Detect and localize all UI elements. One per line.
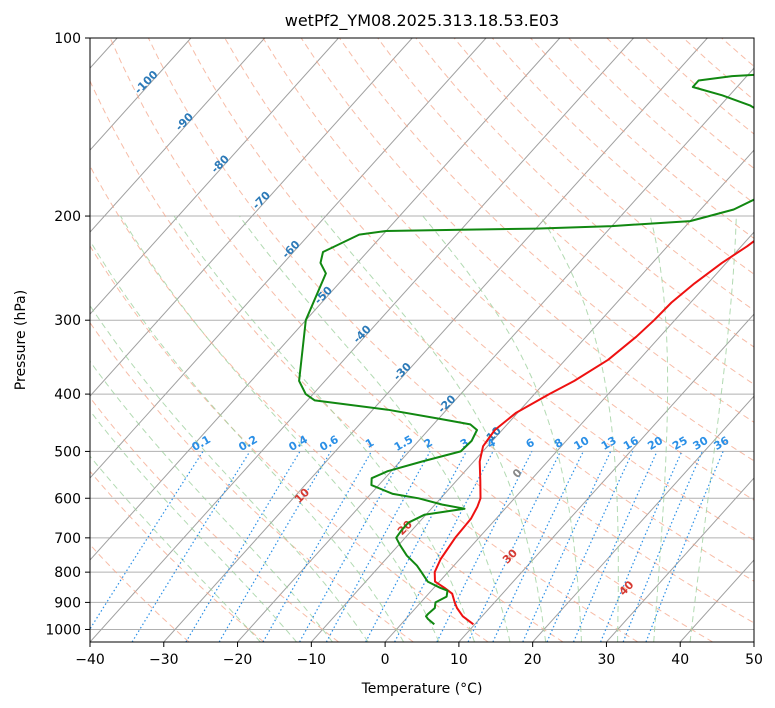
moist-adiabat-line: [90, 304, 369, 642]
dry-adiabat-line: [90, 544, 190, 642]
y-tick-label: 400: [54, 387, 81, 403]
y-tick-label: 500: [54, 444, 81, 460]
profile-series: [298, 73, 754, 626]
dry-adiabat-lines: [90, 38, 754, 642]
x-tick-label: 40: [671, 652, 689, 668]
x-tick-label: 30: [598, 652, 616, 668]
isotherm-line: [90, 38, 634, 642]
y-tick-label: 600: [54, 491, 81, 507]
dry-adiabat-line: [90, 164, 564, 642]
y-axis-ticks: 100 200 300 400 500 600 700 800 900 1000: [45, 31, 90, 638]
chart-title: wetPf2_YM08.2025.313.18.53.E03: [285, 11, 559, 31]
isotherm-line: [458, 313, 754, 642]
moist-adiabat-line: [422, 215, 582, 642]
mixing-ratio-line: [622, 451, 703, 642]
isotherm-line: [606, 477, 754, 642]
x-tick-label: 10: [450, 652, 468, 668]
y-axis-label: Pressure (hPa): [13, 290, 29, 390]
dry-adiabat-line: [147, 38, 754, 624]
x-tick-label: −10: [297, 652, 327, 668]
mixing-ratio-line: [262, 451, 373, 642]
isotherm-lines: [90, 38, 754, 642]
dewpoint-line: [298, 73, 754, 626]
isotherm-line: [384, 231, 754, 642]
moist-adiabat-line: [90, 410, 297, 642]
dry-adiabat-line: [415, 38, 754, 348]
y-tick-label: 200: [54, 209, 81, 225]
mixing-ratio-line: [299, 451, 406, 642]
isotherm-line: [90, 38, 487, 479]
mixing-ratio-line: [546, 451, 634, 642]
x-tick-label: 50: [745, 652, 763, 668]
mixing-ratio-line: [131, 451, 251, 642]
y-tick-label: 900: [54, 595, 81, 611]
isotherm-line: [90, 38, 413, 397]
x-tick-label: 20: [524, 652, 542, 668]
x-axis-label: Temperature (°C): [361, 681, 483, 697]
dry-adiabat-line: [90, 470, 265, 642]
dry-adiabat-line: [90, 321, 414, 642]
y-tick-label: 100: [54, 31, 81, 47]
isotherm-line: [532, 395, 754, 642]
temperature-line: [433, 239, 754, 626]
moist-adiabat-line: [539, 215, 619, 642]
x-tick-label: −30: [149, 652, 179, 668]
isotherm-line: [310, 149, 754, 642]
dry-adiabat-line: [453, 38, 754, 311]
x-axis-ticks: −40 −30 −20 −10 0 10 20 30 40 50: [75, 642, 763, 668]
dry-adiabat-line: [109, 38, 713, 642]
y-tick-label: 300: [54, 313, 81, 329]
plot-frame: [89, 37, 755, 643]
y-tick-label: 800: [54, 565, 81, 581]
isotherm-line: [163, 38, 708, 642]
mixing-ratio-lines: [90, 451, 724, 642]
dry-adiabat-line: [90, 396, 339, 642]
mixing-ratio-line: [600, 451, 683, 642]
moist-adiabat-line: [689, 215, 737, 642]
mixing-ratio-line: [572, 451, 658, 642]
x-tick-label: 0: [381, 652, 390, 668]
moist-adiabat-line: [649, 215, 669, 642]
isotherm-line: [90, 38, 561, 561]
moist-adiabat-line: [320, 215, 547, 642]
mixing-ratio-line: [645, 451, 724, 642]
mixing-ratio-line: [436, 451, 533, 642]
x-tick-label: −40: [75, 652, 105, 668]
isotherm-line: [90, 38, 266, 233]
moist-adiabat-line: [90, 455, 261, 642]
isotherm-line: [237, 67, 754, 642]
plot-area: -100-90-80-70-60-50-40-30-20-100.1 0.2 0.4…: [90, 38, 754, 642]
dry-adiabat-line: [90, 245, 489, 642]
mixing-ratio-line: [325, 451, 431, 642]
x-tick-label: −20: [223, 652, 253, 668]
moist-adiabat-line: [90, 239, 405, 642]
y-tick-label: 700: [54, 531, 81, 547]
isotherm-line: [90, 38, 192, 151]
dry-adiabat-line: [377, 38, 754, 385]
y-tick-label: 1000: [45, 622, 81, 638]
moist-adiabat-line: [120, 215, 440, 642]
isotherm-line: [90, 38, 339, 315]
mixing-ratio-line: [90, 451, 204, 631]
moist-adiabat-line: [173, 215, 475, 642]
